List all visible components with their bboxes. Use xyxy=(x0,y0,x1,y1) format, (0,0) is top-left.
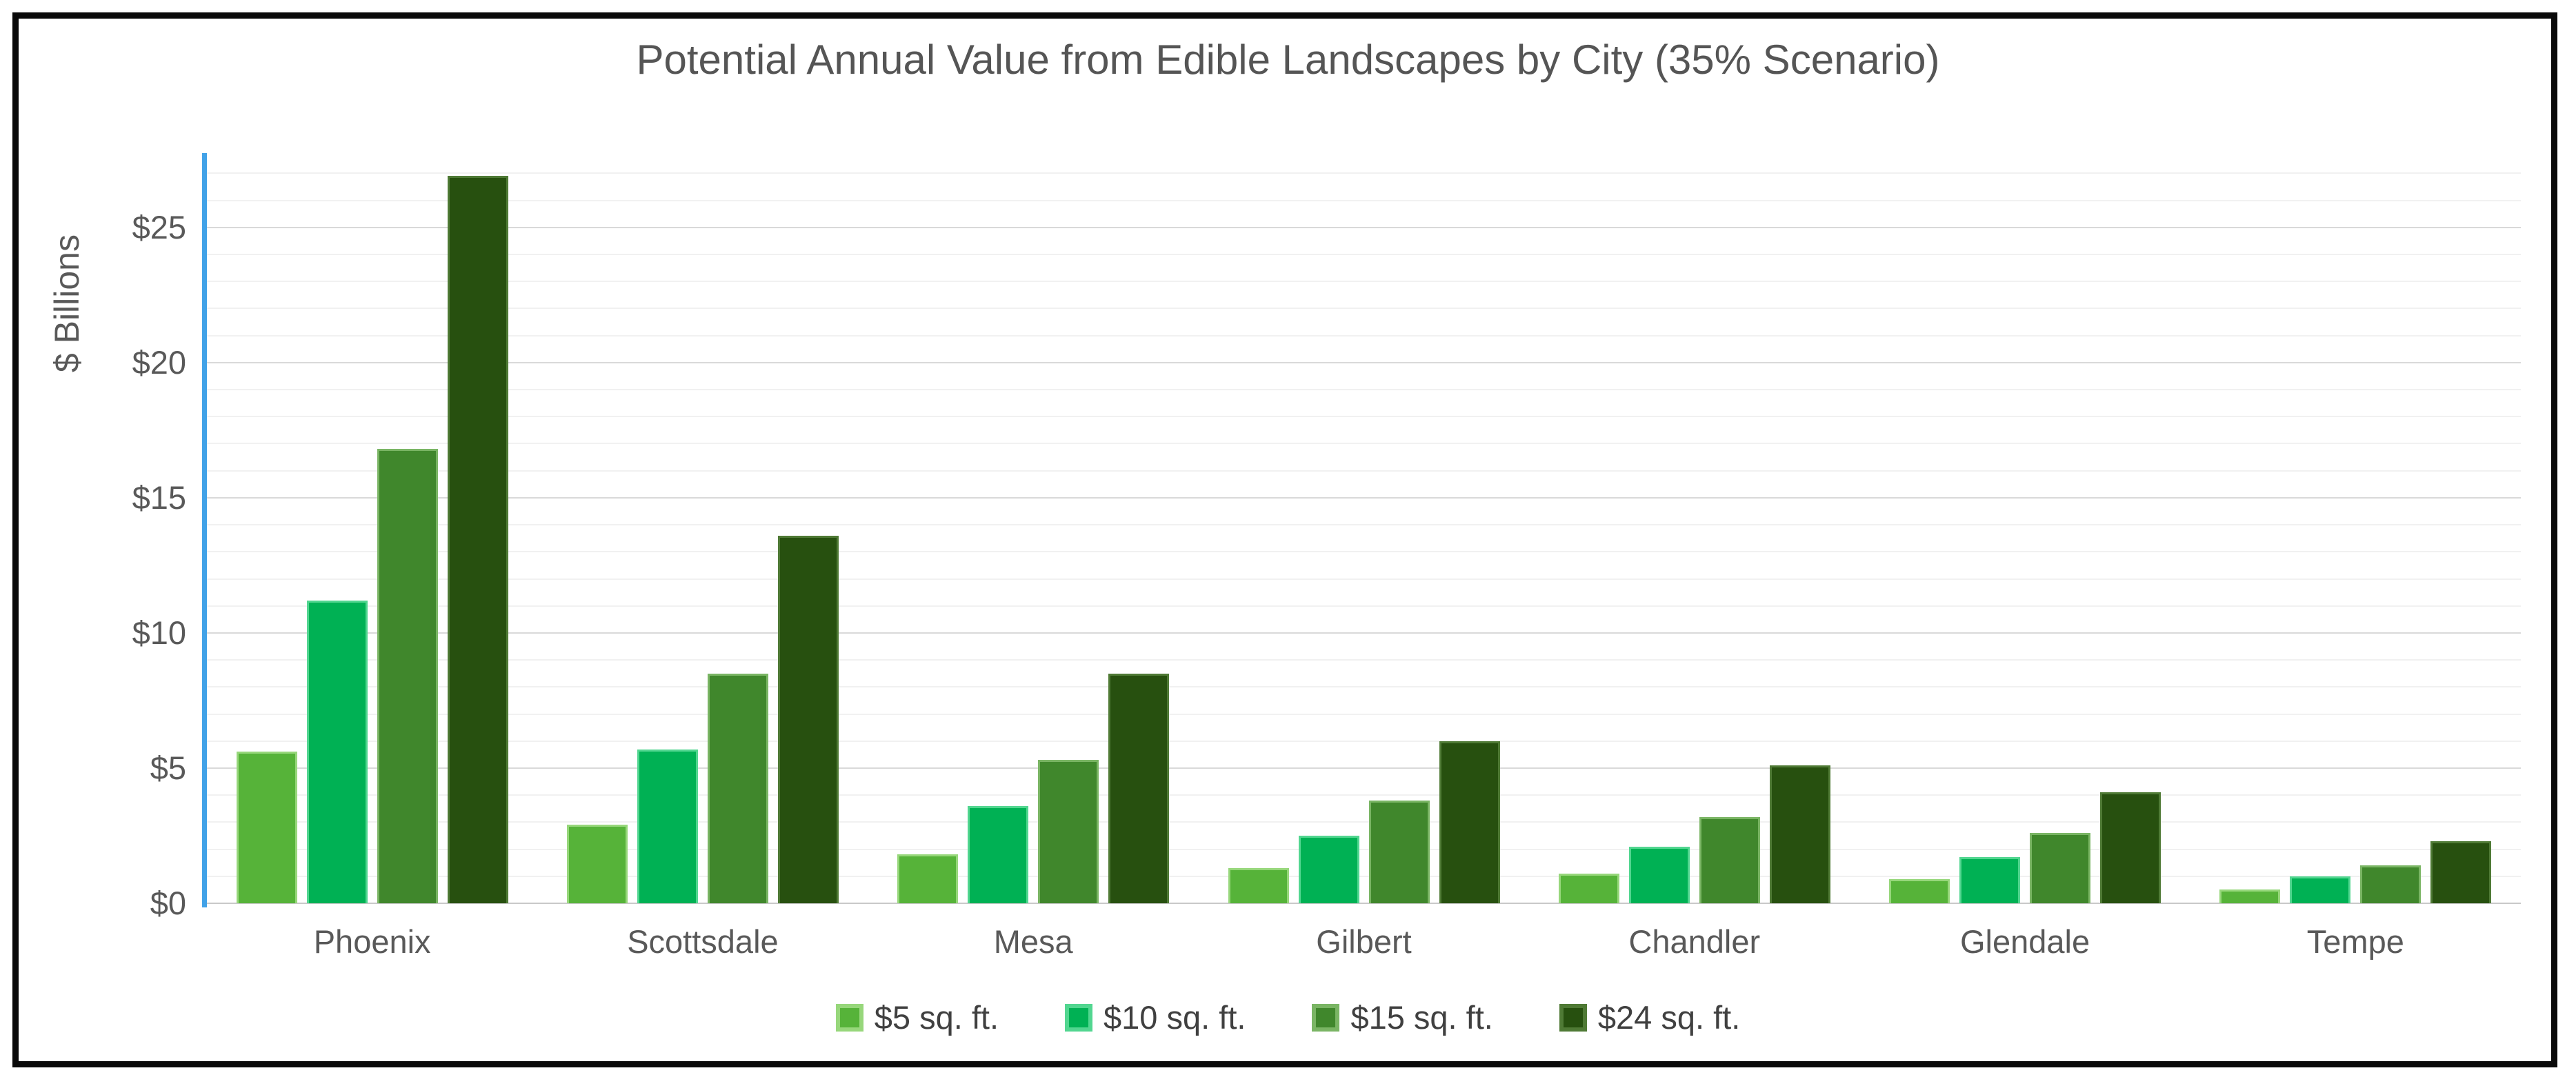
legend-item-15sqft: $15 sq. ft. xyxy=(1312,998,1493,1036)
minor-gridline xyxy=(207,443,2521,445)
x-tick-label-chandler: Chandler xyxy=(1628,923,1761,960)
minor-gridline xyxy=(207,713,2521,715)
y-tick-label: $25 xyxy=(132,208,186,245)
minor-gridline xyxy=(207,389,2521,391)
bar-mesa-15sqft xyxy=(1038,760,1099,903)
legend-label: $10 sq. ft. xyxy=(1104,999,1246,1036)
legend-item-5sqft: $5 sq. ft. xyxy=(835,998,999,1036)
major-gridline xyxy=(207,226,2521,228)
minor-gridline xyxy=(207,281,2521,283)
bar-scottsdale-24sqft xyxy=(777,535,839,903)
legend-swatch-icon xyxy=(1559,1003,1587,1032)
bar-mesa-10sqft xyxy=(968,805,1029,903)
bar-glendale-5sqft xyxy=(1889,878,1950,903)
major-gridline xyxy=(207,767,2521,769)
minor-gridline xyxy=(207,416,2521,418)
minor-gridline xyxy=(207,334,2521,336)
bar-tempe-15sqft xyxy=(2360,865,2422,903)
y-axis-ticks: $0 $5 $10 $15 $20 $25 xyxy=(38,153,186,921)
bar-tempe-10sqft xyxy=(2290,876,2351,903)
minor-gridline xyxy=(207,875,2521,877)
minor-gridline xyxy=(207,199,2521,201)
legend-item-24sqft: $24 sq. ft. xyxy=(1559,998,1740,1036)
bar-tempe-5sqft xyxy=(2219,889,2281,903)
bar-chandler-24sqft xyxy=(1769,765,1830,903)
bar-mesa-5sqft xyxy=(897,854,959,903)
minor-gridline xyxy=(207,605,2521,607)
major-gridline xyxy=(207,496,2521,499)
plot-area xyxy=(202,153,2521,907)
bar-scottsdale-5sqft xyxy=(566,825,628,903)
y-tick-label: $5 xyxy=(150,749,186,786)
x-axis-line xyxy=(207,903,2521,904)
bar-phoenix-24sqft xyxy=(447,176,508,903)
minor-gridline xyxy=(207,551,2521,553)
minor-gridline xyxy=(207,578,2521,580)
bar-scottsdale-10sqft xyxy=(637,749,698,903)
bar-mesa-24sqft xyxy=(1108,673,1170,903)
y-tick-label: $15 xyxy=(132,479,186,516)
bar-tempe-24sqft xyxy=(2430,841,2492,903)
y-tick-label: $20 xyxy=(132,343,186,381)
major-gridline xyxy=(207,632,2521,634)
legend-label: $24 sq. ft. xyxy=(1597,999,1741,1036)
bar-phoenix-5sqft xyxy=(236,752,297,903)
bar-gilbert-5sqft xyxy=(1228,868,1289,903)
chart-title: Potential Annual Value from Edible Lands… xyxy=(636,37,1940,83)
bar-glendale-15sqft xyxy=(2030,833,2091,903)
x-tick-label-mesa: Mesa xyxy=(993,923,1073,960)
x-tick-label-scottsdale: Scottsdale xyxy=(627,923,779,960)
x-tick-label-tempe: Tempe xyxy=(2306,923,2404,960)
legend-label: $5 sq. ft. xyxy=(874,999,999,1036)
bar-chandler-15sqft xyxy=(1699,816,1760,903)
legend-label: $15 sq. ft. xyxy=(1350,999,1493,1036)
y-axis-line xyxy=(202,153,207,907)
x-tick-label-gilbert: Gilbert xyxy=(1316,923,1412,960)
legend: $5 sq. ft. $10 sq. ft. $15 sq. ft. $24 sq. … xyxy=(0,998,2576,1036)
y-tick-label: $10 xyxy=(132,614,186,651)
x-tick-label-glendale: Glendale xyxy=(1959,923,2090,960)
legend-swatch-icon xyxy=(1065,1003,1093,1032)
minor-gridline xyxy=(207,848,2521,850)
x-tick-label-phoenix: Phoenix xyxy=(313,923,431,960)
minor-gridline xyxy=(207,659,2521,661)
legend-item-10sqft: $10 sq. ft. xyxy=(1065,998,1246,1036)
bar-scottsdale-15sqft xyxy=(707,673,768,903)
minor-gridline xyxy=(207,686,2521,688)
bar-phoenix-10sqft xyxy=(306,600,368,903)
minor-gridline xyxy=(207,821,2521,823)
bar-chandler-10sqft xyxy=(1628,846,1690,903)
legend-swatch-icon xyxy=(1312,1003,1340,1032)
minor-gridline xyxy=(207,740,2521,742)
minor-gridline xyxy=(207,794,2521,796)
bar-gilbert-10sqft xyxy=(1298,835,1359,903)
minor-gridline xyxy=(207,254,2521,256)
bar-phoenix-15sqft xyxy=(377,449,438,903)
bar-chandler-5sqft xyxy=(1558,873,1619,903)
bar-gilbert-15sqft xyxy=(1368,801,1430,903)
bar-glendale-10sqft xyxy=(1959,857,2021,903)
bar-glendale-24sqft xyxy=(2100,792,2161,903)
y-tick-label: $0 xyxy=(150,885,186,921)
minor-gridline xyxy=(207,308,2521,310)
minor-gridline xyxy=(207,470,2521,472)
major-gridline xyxy=(207,361,2521,363)
legend-swatch-icon xyxy=(835,1003,863,1032)
x-axis-labels: Phoenix Scottsdale Mesa Gilbert Chandler Glen… xyxy=(207,923,2521,971)
minor-gridline xyxy=(207,524,2521,526)
bar-gilbert-24sqft xyxy=(1439,741,1500,903)
minor-gridline xyxy=(207,172,2521,174)
